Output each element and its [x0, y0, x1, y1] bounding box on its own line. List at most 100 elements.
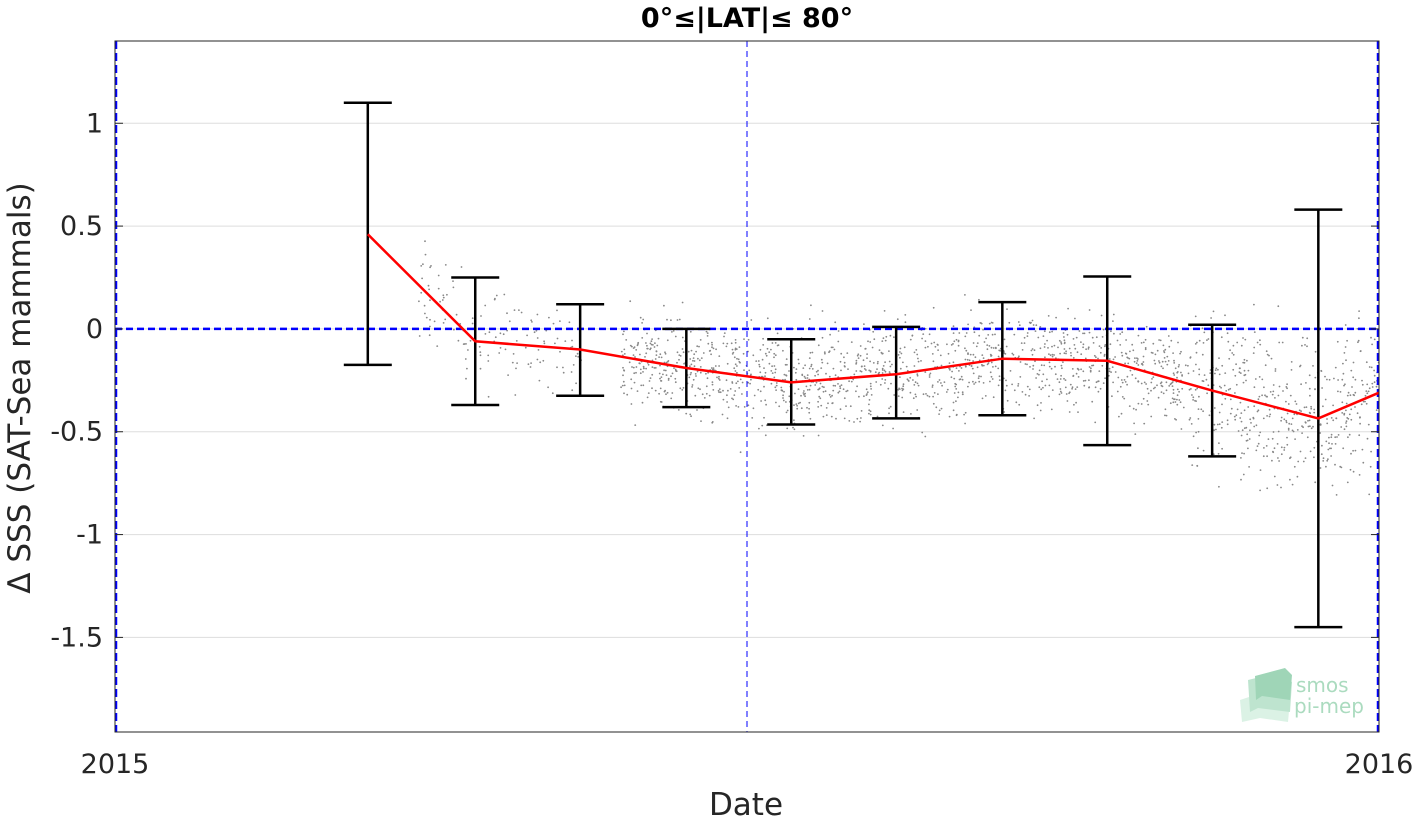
scatter-point: [931, 384, 934, 387]
scatter-point: [738, 387, 741, 389]
scatter-point: [1064, 379, 1067, 381]
scatter-point: [1121, 396, 1124, 398]
scatter-point: [679, 355, 682, 357]
scatter-point: [665, 374, 668, 376]
scatter-point: [734, 370, 737, 372]
scatter-point: [1332, 419, 1335, 422]
scatter-point: [1137, 402, 1140, 405]
scatter-point: [1344, 324, 1347, 326]
scatter-point: [933, 392, 936, 394]
scatter-point: [508, 320, 511, 323]
scatter-point: [1235, 383, 1238, 386]
scatter-point: [1330, 455, 1332, 457]
scatter-point: [575, 382, 577, 385]
scatter-point: [837, 391, 840, 394]
scatter-point: [726, 417, 729, 420]
scatter-point: [1032, 368, 1034, 370]
scatter-point: [1239, 401, 1242, 404]
scatter-point: [1078, 330, 1081, 332]
scatter-point: [823, 386, 825, 389]
scatter-point: [639, 372, 642, 375]
scatter-point: [832, 389, 835, 392]
scatter-point: [878, 349, 881, 351]
scatter-point: [1307, 419, 1309, 422]
scatter-point: [766, 347, 769, 350]
scatter-point: [1195, 363, 1197, 366]
scatter-point: [691, 386, 693, 388]
scatter-point: [1066, 400, 1069, 402]
scatter-point: [1134, 433, 1137, 435]
scatter-point: [487, 360, 490, 362]
logo-wave-icon-3: [1255, 668, 1292, 700]
scatter-point: [1066, 333, 1069, 336]
scatter-point: [866, 357, 868, 359]
scatter-point: [562, 371, 565, 374]
scatter-point: [674, 368, 677, 371]
scatter-point: [1195, 431, 1197, 434]
scatter-point: [674, 381, 677, 384]
scatter-point: [1286, 387, 1288, 390]
scatter-point: [834, 321, 837, 324]
scatter-point: [808, 388, 811, 391]
scatter-point: [825, 407, 828, 409]
scatter-point: [638, 362, 641, 365]
scatter-point: [1265, 350, 1268, 353]
scatter-point: [1240, 420, 1243, 423]
scatter-point: [957, 344, 960, 347]
scatter-point: [1207, 338, 1210, 340]
scatter-point: [1201, 327, 1204, 330]
scatter-point: [1159, 339, 1162, 342]
scatter-point: [734, 363, 737, 366]
scatter-point: [547, 386, 549, 389]
scatter-point: [1202, 410, 1204, 413]
scatter-point: [630, 378, 633, 381]
scatter-point: [1268, 354, 1270, 357]
scatter-point: [834, 384, 837, 387]
scatter-point: [821, 385, 824, 388]
scatter-point: [849, 405, 852, 408]
scatter-point: [1097, 357, 1099, 360]
scatter-point: [1268, 415, 1271, 418]
scatter-point: [1060, 341, 1062, 343]
scatter-point: [646, 396, 649, 399]
scatter-point: [736, 357, 738, 360]
scatter-point: [783, 373, 786, 376]
scatter-point: [845, 405, 847, 407]
scatter-point: [452, 280, 454, 282]
scatter-point: [1164, 414, 1166, 417]
scatter-point: [750, 319, 753, 321]
scatter-point: [1289, 394, 1292, 397]
scatter-point: [803, 393, 805, 396]
scatter-point: [859, 370, 862, 372]
scatter-point: [882, 365, 885, 367]
scatter-point: [1162, 392, 1165, 395]
scatter-point: [734, 341, 737, 344]
series-line: [366, 233, 1380, 420]
scatter-point: [641, 322, 643, 324]
scatter-point: [765, 354, 768, 357]
scatter-point: [536, 313, 539, 316]
scatter-point: [1038, 373, 1040, 376]
scatter-point: [716, 376, 718, 379]
scatter-point: [828, 375, 831, 378]
scatter-point: [428, 334, 431, 337]
scatter-point: [782, 349, 784, 352]
scatter-point: [883, 369, 886, 372]
scatter-point: [1055, 316, 1057, 319]
scatter-point: [1191, 464, 1194, 466]
scatter-point: [955, 388, 958, 390]
scatter-point: [711, 421, 714, 424]
scatter-point: [868, 403, 870, 406]
scatter-point: [1203, 331, 1206, 334]
scatter-point: [1051, 330, 1053, 333]
scatter-point: [1309, 394, 1311, 397]
scatter-point: [775, 382, 778, 384]
scatter-point: [444, 318, 447, 321]
scatter-point: [1044, 343, 1046, 345]
scatter-point: [464, 358, 467, 360]
scatter-point: [1174, 367, 1177, 370]
scatter-point: [1337, 379, 1339, 381]
scatter-point: [1261, 394, 1263, 397]
scatter-point: [902, 361, 904, 364]
scatter-point: [775, 389, 777, 391]
